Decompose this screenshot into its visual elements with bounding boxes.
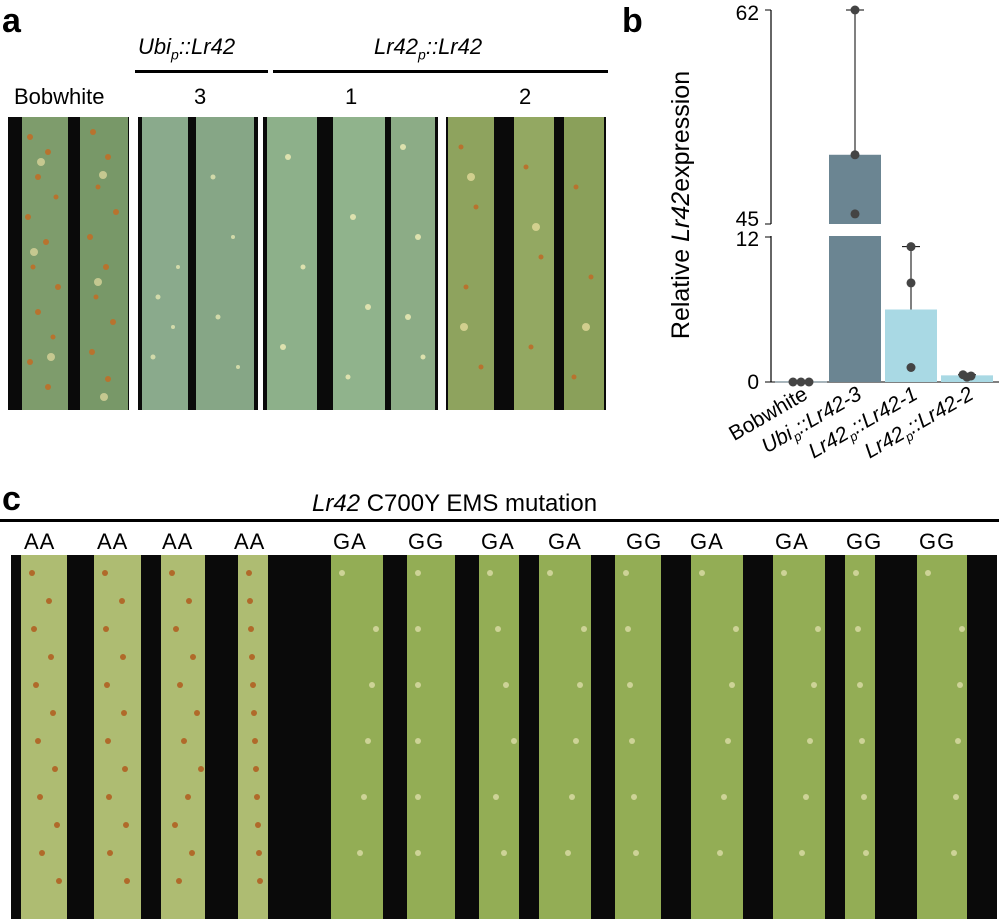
mutant-leaf	[615, 555, 661, 919]
genotype-label: GG	[919, 529, 956, 554]
leaf	[333, 117, 385, 410]
leaf-photo-lr42-1	[263, 117, 438, 410]
leaf	[267, 117, 317, 410]
leaf-photo-lr42-2	[446, 117, 606, 410]
mutant-leaf	[479, 555, 519, 919]
mutant-leaf	[691, 555, 743, 919]
lr42-header-sub: p	[418, 46, 426, 63]
leaf	[448, 117, 494, 410]
lr42-header: Lr42p::Lr42	[374, 34, 483, 63]
data-point	[850, 150, 860, 160]
ubi-header-rest: ::Lr42	[178, 34, 236, 59]
leaf	[564, 117, 604, 410]
leaf	[196, 117, 254, 410]
data-point	[788, 377, 798, 387]
genotype-label: GG	[846, 529, 883, 554]
tick-label-62: 62	[736, 2, 759, 25]
leaf	[391, 117, 435, 410]
y-axis-label: Relative Lr42expression	[667, 71, 695, 339]
data-point	[906, 278, 916, 288]
panel-c-rule	[0, 519, 999, 522]
mutant-leaf	[539, 555, 591, 919]
data-point	[906, 363, 916, 372]
resistant-flecks	[150, 174, 240, 369]
data-point	[906, 242, 916, 252]
lr42-header-rule	[273, 70, 608, 73]
data-point	[796, 377, 806, 387]
data-point	[804, 377, 814, 387]
tick-label-45: 45	[736, 208, 759, 231]
tick-label-12: 12	[736, 228, 759, 251]
mutant-leaf	[773, 555, 825, 919]
genotype-label: GA	[333, 529, 367, 554]
genotype-label: AA	[24, 529, 56, 554]
panel-c-title-rest: C700Y EMS mutation	[360, 490, 598, 517]
ubi-header-main: Ubi	[138, 34, 172, 59]
panel-a-letter: a	[2, 2, 21, 40]
leaf-photo-bobwhite	[8, 117, 129, 410]
resistant-flecks	[280, 144, 426, 380]
data-point	[966, 371, 976, 381]
leaf	[142, 117, 188, 410]
ubi-header-sub: p	[171, 46, 179, 63]
leaf	[514, 117, 554, 410]
leaf-photo-ubi-3	[138, 117, 258, 410]
genotype-label: GG	[626, 529, 663, 554]
mutant-leaf	[238, 555, 268, 919]
rust-pustules	[458, 144, 594, 380]
genotype-label: GA	[775, 529, 809, 554]
data-point	[850, 209, 860, 219]
leaf-photo-mutants	[11, 555, 997, 919]
label-line-3: 3	[194, 84, 207, 109]
bar-2	[829, 154, 881, 382]
panel-b-letter: b	[622, 2, 643, 40]
genotype-label: GA	[481, 529, 515, 554]
expression-bar-chart: Relative Lr42expression 62 45 12 0 Bobwh…	[667, 2, 999, 463]
data-point	[850, 5, 860, 15]
ubi-header: Ubip::Lr42	[138, 34, 236, 63]
mutant-leaf	[917, 555, 967, 919]
mutant-leaf	[161, 555, 205, 919]
label-line-1: 1	[345, 84, 358, 109]
genotype-label: AA	[162, 529, 194, 554]
rust-pustules	[25, 129, 119, 401]
panel-c-title-gene: Lr42	[312, 490, 361, 517]
lr42-header-main: Lr42	[374, 34, 419, 59]
genotype-label: GA	[690, 529, 724, 554]
axis-break-gap	[828, 224, 882, 236]
mutant-leaf	[21, 555, 67, 919]
panel-c-letter: c	[2, 480, 21, 518]
genotype-label: AA	[234, 529, 266, 554]
mutant-leaf	[331, 555, 383, 919]
mutant-leaf	[94, 555, 141, 919]
label-line-2: 2	[519, 84, 532, 109]
panel-c-title: Lr42 C700Y EMS mutation	[312, 492, 597, 516]
lr42-header-rest: ::Lr42	[425, 34, 483, 59]
genotype-label: GG	[408, 529, 445, 554]
label-bobwhite: Bobwhite	[14, 84, 105, 109]
ubi-header-rule	[135, 70, 268, 73]
genotype-label: GA	[548, 529, 582, 554]
tick-label-0: 0	[747, 371, 759, 394]
mutant-leaf	[845, 555, 875, 919]
leaf	[80, 117, 128, 410]
genotype-label: AA	[97, 529, 129, 554]
mutant-leaf	[407, 555, 455, 919]
